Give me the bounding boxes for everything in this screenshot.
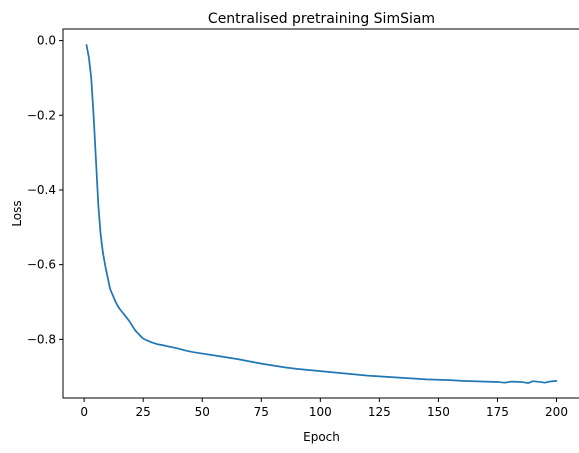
y-tick-label: 0.0	[37, 34, 56, 48]
plot-frame	[62, 28, 579, 399]
y-axis-label: Loss	[10, 200, 24, 226]
chart-title: Centralised pretraining SimSiam	[208, 11, 435, 27]
x-tick-label: 25	[136, 405, 151, 419]
y-tick-label: −0.4	[27, 183, 56, 197]
x-tick-label: 125	[368, 405, 391, 419]
x-tick-label: 200	[545, 405, 568, 419]
loss-line	[85, 44, 558, 384]
y-tick-label: −0.8	[27, 332, 56, 346]
x-tick-label: 150	[427, 405, 450, 419]
x-tick-label: 50	[195, 405, 210, 419]
x-tick-label: 175	[486, 405, 509, 419]
y-tick-label: −0.2	[27, 108, 56, 122]
x-axis-label: Epoch	[303, 430, 340, 444]
x-tick-label: 75	[254, 405, 269, 419]
x-tick-label: 0	[80, 405, 88, 419]
y-tick-label: −0.6	[27, 258, 56, 272]
x-tick-label: 100	[309, 405, 332, 419]
